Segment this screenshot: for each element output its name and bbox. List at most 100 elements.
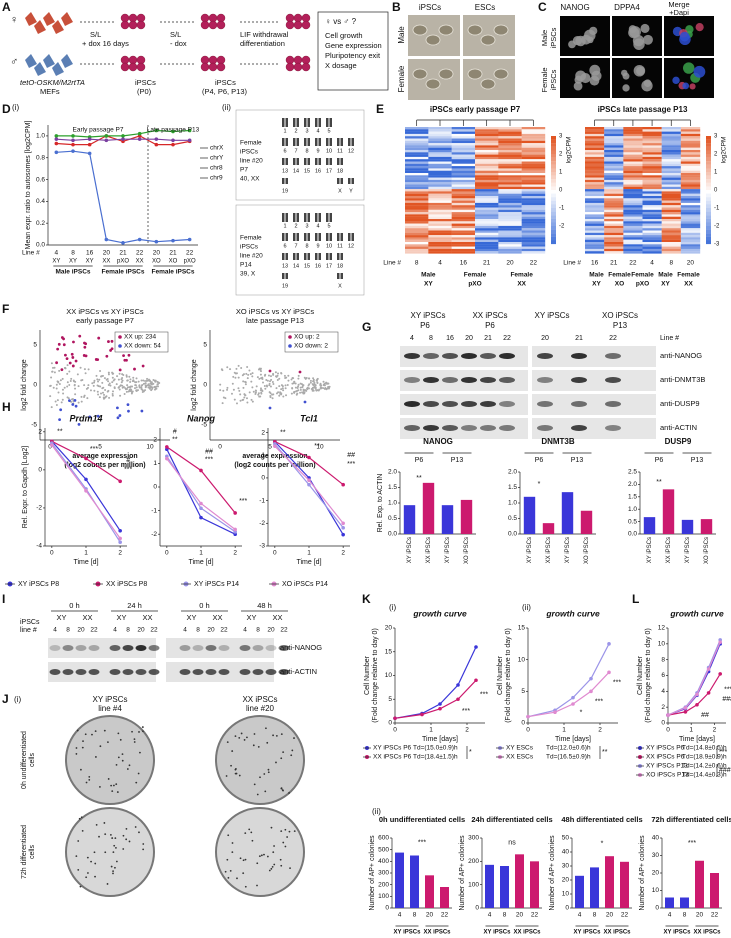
y-axis-label: Mean expr. ratio to autosomes [log2CPM] xyxy=(25,121,32,250)
colorbar xyxy=(706,226,711,230)
label: -5 xyxy=(201,422,207,429)
heatmap-cell xyxy=(405,143,429,146)
heatmap-cell xyxy=(604,140,624,144)
heatmap-cell xyxy=(661,223,682,226)
colony xyxy=(243,739,246,741)
colony xyxy=(104,833,107,836)
colorbar xyxy=(706,172,711,176)
scatter-point xyxy=(266,385,269,388)
heatmap-cell xyxy=(585,173,605,176)
heatmap-cell xyxy=(604,170,624,174)
nucleus xyxy=(682,82,690,90)
heatmap-cell xyxy=(405,175,429,178)
heatmap-cell xyxy=(451,145,476,148)
colony xyxy=(244,885,247,888)
heatmap-cell xyxy=(428,133,452,137)
heatmap-cell xyxy=(642,207,662,210)
y-axis-label: Cell Number xyxy=(364,655,371,695)
heatmap-cell xyxy=(521,235,546,238)
label: Male iPSCs xyxy=(55,269,90,276)
label: average expression xyxy=(72,453,137,460)
scatter-point xyxy=(72,380,75,383)
chromosome xyxy=(337,273,340,279)
panel-label: G xyxy=(362,320,371,334)
heatmap-cell xyxy=(585,205,605,208)
heatmap-cell xyxy=(521,216,546,220)
heatmap-cell xyxy=(642,212,662,215)
heatmap-cell xyxy=(585,198,605,201)
label: XY iPSCs xyxy=(574,930,602,936)
heatmap-cell xyxy=(475,191,499,194)
heatmap-cell xyxy=(642,191,662,194)
scatter-point xyxy=(312,380,315,383)
heatmap-cell xyxy=(451,196,476,199)
series-line xyxy=(667,642,721,716)
colony xyxy=(263,773,266,775)
heatmap-cell xyxy=(585,237,605,240)
nucleus xyxy=(584,29,596,42)
chromosome xyxy=(315,118,318,127)
heatmap-cell xyxy=(405,221,429,224)
data-point xyxy=(137,137,142,141)
chromosome xyxy=(315,158,318,165)
colorbar xyxy=(551,233,556,237)
heatmap-cell xyxy=(521,191,546,194)
colorbar xyxy=(551,143,556,147)
heatmap-cell xyxy=(623,237,643,240)
heatmap-cell xyxy=(498,161,522,164)
colony xyxy=(112,872,114,875)
heatmap-cell xyxy=(475,163,499,167)
scatter-point xyxy=(121,373,124,376)
x-tick-label: 20 xyxy=(103,250,111,257)
scatter-point xyxy=(81,379,84,382)
heatmap-cell xyxy=(428,200,452,203)
heatmap-cell xyxy=(661,237,682,240)
heatmap-cell xyxy=(642,223,662,226)
scatter-point xyxy=(111,376,114,379)
colony xyxy=(267,768,270,771)
data-point xyxy=(118,540,122,544)
heatmap-cell xyxy=(642,202,662,206)
colorbar xyxy=(706,208,711,212)
colony xyxy=(264,790,267,793)
scatter-point xyxy=(78,334,82,338)
scatter-point xyxy=(111,372,114,375)
scatter-point xyxy=(68,399,71,403)
scatter-point xyxy=(222,396,225,399)
heatmap-cell xyxy=(405,242,429,245)
heatmap-cell xyxy=(604,143,624,146)
heatmap-cell xyxy=(642,138,662,141)
heatmap-cell xyxy=(680,221,701,224)
heatmap-cell xyxy=(642,145,662,148)
colony xyxy=(142,843,145,845)
cell-icon xyxy=(136,13,146,23)
colony xyxy=(230,764,232,767)
scatter-point xyxy=(59,408,63,412)
scatter-point xyxy=(53,366,56,369)
bar xyxy=(395,852,404,908)
scatter-point xyxy=(301,386,304,389)
y-tick-label: 0.5 xyxy=(508,515,517,522)
label: early passage P7 xyxy=(76,316,134,325)
scatter-point xyxy=(71,403,75,406)
heatmap-cell xyxy=(661,230,682,233)
scatter-point xyxy=(86,386,89,389)
colony xyxy=(134,826,137,828)
scatter-point xyxy=(293,391,296,394)
scatter-point xyxy=(120,381,123,384)
colony xyxy=(272,734,274,737)
bar xyxy=(422,482,435,534)
colony xyxy=(85,876,88,879)
data-point xyxy=(118,479,122,484)
heatmap-cell xyxy=(428,198,452,201)
chart-title: growth curve xyxy=(669,608,724,618)
heatmap-cell xyxy=(661,235,682,238)
bar xyxy=(425,875,434,908)
significance: *** xyxy=(418,840,426,847)
heatmap-cell xyxy=(585,150,605,153)
heatmap-cell xyxy=(680,161,701,164)
heatmap-cell xyxy=(642,205,662,208)
panel-label: F xyxy=(2,302,9,316)
label: P6 xyxy=(420,321,430,330)
colony xyxy=(467,68,483,80)
